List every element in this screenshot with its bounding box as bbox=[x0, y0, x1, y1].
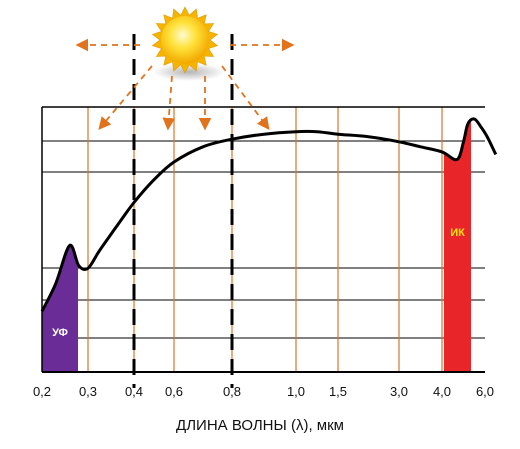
sun-disc bbox=[161, 16, 209, 64]
x-tick-label: 0,6 bbox=[165, 384, 183, 399]
band-area-uv bbox=[42, 245, 78, 372]
x-tick-label: 0,4 bbox=[125, 384, 143, 399]
sun-shadow bbox=[153, 63, 225, 81]
chart-grid bbox=[42, 106, 485, 373]
spectrum-curve-layer bbox=[40, 117, 498, 312]
sun-radiation-arrow bbox=[162, 75, 176, 131]
spectral-bands: УФ ИК bbox=[42, 119, 471, 372]
sun-illustration bbox=[75, 6, 295, 131]
sun-radiation-arrow bbox=[98, 65, 153, 130]
plot-frame bbox=[41, 106, 485, 373]
x-tick-label: 0,3 bbox=[79, 384, 97, 399]
x-tick-label: 0,8 bbox=[223, 384, 241, 399]
band-label-uv: УФ bbox=[52, 327, 68, 339]
x-tick-label: 1,0 bbox=[287, 384, 305, 399]
spectrum-curve bbox=[40, 117, 498, 312]
x-axis-tick-labels: 0,2 0,3 0,4 0,6 0,8 1,0 1,5 3,0 4,0 6,0 bbox=[33, 384, 494, 399]
x-tick-label: 1,5 bbox=[329, 384, 347, 399]
x-tick-label: 4,0 bbox=[433, 384, 451, 399]
band-area-ir bbox=[444, 119, 471, 372]
x-tick-label: 0,2 bbox=[33, 384, 51, 399]
band-label-ir: ИК bbox=[450, 227, 465, 239]
x-tick-label: 6,0 bbox=[476, 384, 494, 399]
visible-range-markers bbox=[132, 34, 234, 388]
x-tick-label: 3,0 bbox=[390, 384, 408, 399]
sun-radiation-arrow bbox=[221, 65, 270, 131]
x-axis-title: ДЛИНА ВОЛНЫ (λ), мкм bbox=[176, 417, 344, 434]
